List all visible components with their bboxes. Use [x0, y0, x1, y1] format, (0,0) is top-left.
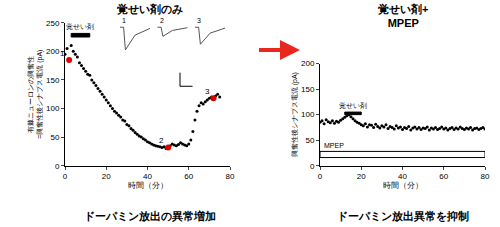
svg-text:50: 50	[305, 136, 314, 145]
svg-text:200: 200	[301, 59, 315, 68]
svg-text:有棘ニューロンの興奮性=興奮性後シナプス電流 (pA): 有棘ニューロンの興奮性=興奮性後シナプス電流 (pA)	[27, 50, 44, 139]
svg-text:20: 20	[102, 172, 111, 181]
svg-text:50: 50	[50, 133, 59, 142]
svg-text:MPEP: MPEP	[324, 142, 344, 149]
svg-text:3: 3	[205, 87, 210, 96]
svg-text:興奮性後シナプス電流 (pA): 興奮性後シナプス電流 (pA)	[291, 72, 299, 157]
svg-text:0: 0	[55, 162, 60, 171]
svg-text:3: 3	[197, 17, 201, 24]
svg-text:1: 1	[122, 17, 126, 24]
svg-text:覚せい剤: 覚せい剤	[66, 23, 94, 31]
svg-text:覚せい剤のみ: 覚せい剤のみ	[117, 3, 183, 15]
svg-text:ドーパミン放出異常を抑制: ドーパミン放出異常を抑制	[337, 210, 469, 223]
svg-text:200: 200	[46, 47, 60, 56]
svg-text:覚せい剤: 覚せい剤	[339, 102, 367, 110]
svg-text:時間（分）: 時間（分）	[383, 181, 423, 190]
svg-text:覚せい剤+MPEP: 覚せい剤+MPEP	[378, 3, 428, 29]
svg-text:150: 150	[301, 85, 315, 94]
svg-text:80: 80	[226, 172, 235, 181]
svg-text:1: 1	[60, 49, 65, 58]
svg-text:40: 40	[143, 172, 152, 181]
svg-text:時間（分）: 時間（分）	[128, 181, 168, 190]
svg-text:60: 60	[184, 172, 193, 181]
svg-text:0: 0	[63, 172, 68, 181]
svg-text:150: 150	[46, 76, 60, 85]
svg-text:2: 2	[160, 17, 164, 24]
svg-text:100: 100	[46, 104, 60, 113]
svg-text:0: 0	[318, 172, 323, 181]
svg-text:2: 2	[159, 136, 164, 145]
svg-text:60: 60	[439, 172, 448, 181]
svg-text:80: 80	[481, 172, 490, 181]
svg-text:ドーパミン放出の異常増加: ドーパミン放出の異常増加	[84, 210, 216, 223]
svg-text:40: 40	[398, 172, 407, 181]
svg-text:0: 0	[310, 162, 315, 171]
svg-text:100: 100	[301, 110, 315, 119]
svg-text:250: 250	[46, 19, 60, 28]
svg-text:20: 20	[357, 172, 366, 181]
